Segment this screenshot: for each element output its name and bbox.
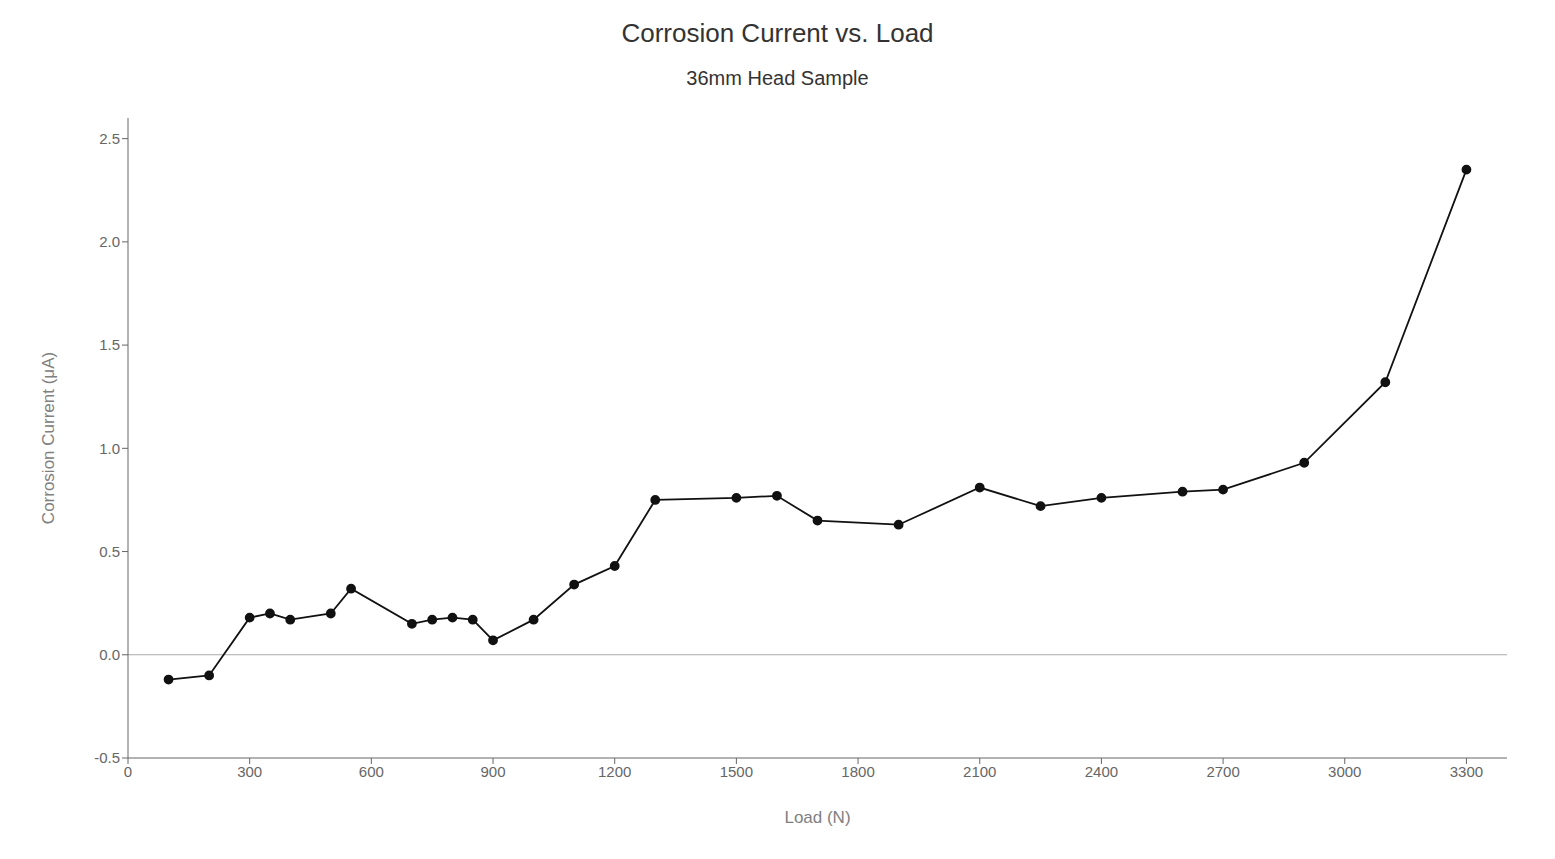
svg-text:600: 600 [359, 763, 384, 780]
svg-text:3000: 3000 [1328, 763, 1361, 780]
svg-text:1200: 1200 [598, 763, 631, 780]
svg-text:300: 300 [237, 763, 262, 780]
svg-text:2.0: 2.0 [99, 233, 120, 250]
svg-text:2.5: 2.5 [99, 130, 120, 147]
svg-text:3300: 3300 [1450, 763, 1483, 780]
svg-text:900: 900 [481, 763, 506, 780]
svg-text:0: 0 [124, 763, 132, 780]
svg-text:1500: 1500 [720, 763, 753, 780]
html-text:36mm Head Sample: 36mm Head Sample [686, 67, 869, 89]
svg-text:Load (N): Load (N) [784, 808, 850, 827]
svg-text:-0.5: -0.5 [94, 749, 120, 766]
svg-text:1800: 1800 [841, 763, 874, 780]
html-text:Corrosion Current vs. Load: Corrosion Current vs. Load [621, 18, 934, 48]
svg-text:2400: 2400 [1085, 763, 1118, 780]
svg-text:2100: 2100 [963, 763, 996, 780]
svg-text:0.0: 0.0 [99, 646, 120, 663]
svg-text:1.5: 1.5 [99, 336, 120, 353]
svg-text:0.5: 0.5 [99, 543, 120, 560]
svg-text:Corrosion Current (μA): Corrosion Current (μA) [39, 352, 58, 524]
svg-text:1.0: 1.0 [99, 440, 120, 457]
svg-text:2700: 2700 [1206, 763, 1239, 780]
